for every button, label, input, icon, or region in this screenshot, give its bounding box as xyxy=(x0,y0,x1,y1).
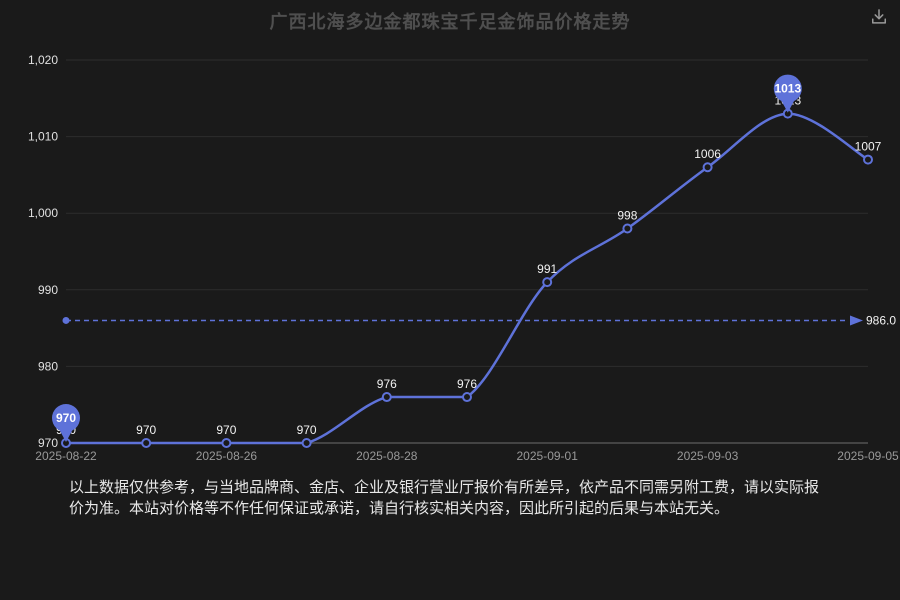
y-axis-label: 980 xyxy=(38,359,58,373)
data-point[interactable] xyxy=(863,154,873,165)
data-point[interactable] xyxy=(622,223,633,234)
x-axis-label: 2025-09-03 xyxy=(677,449,739,463)
price-line xyxy=(66,112,869,445)
price-line-chart[interactable]: 970 980 990 1,000 1,010 1,020 2025-08-22 2025-0… xyxy=(0,0,900,470)
data-point-label: 970 xyxy=(136,423,156,437)
y-axis-label: 970 xyxy=(38,436,58,450)
download-icon xyxy=(872,9,886,24)
marker-pin-label: 1013 xyxy=(774,82,801,96)
x-axis-label: 2025-09-05 xyxy=(837,449,899,463)
data-point-label: 976 xyxy=(457,377,477,391)
marker-pin xyxy=(773,74,802,103)
data-point[interactable] xyxy=(221,438,232,448)
marker-pin-tail xyxy=(59,429,73,442)
data-point[interactable] xyxy=(542,277,553,288)
disclaimer-text: 以上数据仅供参考，与当地品牌商、金店、企业及银行营业厅报价有所差异，依产品不同需… xyxy=(69,479,820,518)
data-point[interactable] xyxy=(462,392,472,403)
x-axis-label: 2025-09-01 xyxy=(517,449,579,463)
x-axis-label: 2025-08-26 xyxy=(196,449,258,463)
marker-pin-tail xyxy=(780,99,795,113)
y-axis-label: 990 xyxy=(38,283,58,297)
data-point[interactable] xyxy=(381,392,392,403)
y-axis-label: 1,020 xyxy=(28,53,58,67)
x-axis-label: 2025-08-28 xyxy=(356,449,418,463)
data-point-label: 998 xyxy=(617,209,637,223)
data-point[interactable] xyxy=(301,438,312,448)
y-axis-label: 1,000 xyxy=(28,206,58,220)
y-axis-label: 1,010 xyxy=(28,130,58,144)
average-value-label: 986.0 xyxy=(866,313,896,327)
data-point-label: 991 xyxy=(537,262,557,276)
data-point-label: 970 xyxy=(216,423,236,437)
x-axis-label: 2025-08-22 xyxy=(35,449,97,463)
data-point-label: 976 xyxy=(377,377,397,391)
data-point[interactable] xyxy=(141,438,152,448)
data-point[interactable] xyxy=(702,162,713,173)
save-as-image-button[interactable] xyxy=(867,5,891,29)
data-point-label: 1006 xyxy=(694,147,721,161)
marker-pin-label: 970 xyxy=(56,411,76,425)
marker-pin xyxy=(52,404,80,432)
data-point-label: 970 xyxy=(297,423,317,437)
chart-title: 广西北海多边金都珠宝千足金饰品价格走势 xyxy=(269,12,631,32)
data-point-label: 1007 xyxy=(855,140,882,154)
average-line-arrow xyxy=(850,315,863,326)
